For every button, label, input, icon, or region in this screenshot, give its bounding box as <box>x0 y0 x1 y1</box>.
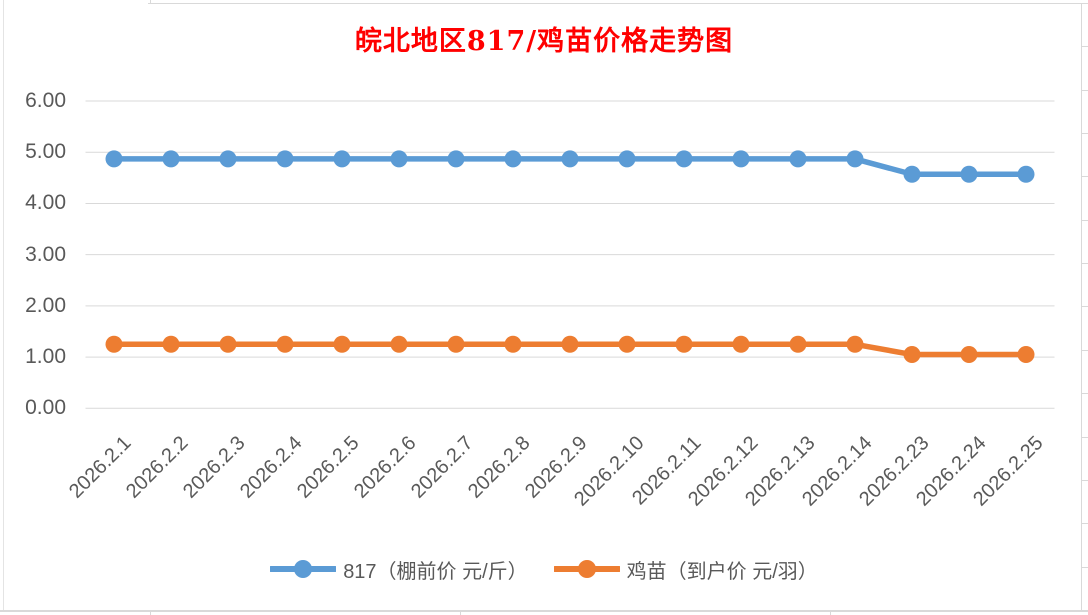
data-point-marker <box>618 150 636 168</box>
legend-entry-817[interactable]: 817（棚前价 元/斤） <box>270 555 528 584</box>
data-point-marker <box>960 165 978 183</box>
data-point-marker <box>732 335 750 353</box>
data-point-marker <box>846 335 864 353</box>
data-point-marker <box>219 335 237 353</box>
data-point-marker <box>276 335 294 353</box>
data-point-marker <box>960 346 978 364</box>
data-point-marker <box>675 150 693 168</box>
data-point-marker <box>675 335 693 353</box>
data-point-marker <box>447 150 465 168</box>
data-point-marker <box>390 335 408 353</box>
data-point-marker <box>333 150 351 168</box>
data-point-marker <box>846 150 864 168</box>
data-point-marker <box>1017 165 1035 183</box>
data-point-marker <box>162 150 180 168</box>
legend: 817（棚前价 元/斤） 鸡苗（到户价 元/羽） <box>0 549 1088 589</box>
data-point-marker <box>561 335 579 353</box>
y-axis-label: 2.00 <box>25 293 66 317</box>
line-marker-icon <box>270 560 337 578</box>
data-point-marker <box>903 346 921 364</box>
data-point-marker <box>618 335 636 353</box>
data-point-marker <box>732 150 750 168</box>
y-axis-label: 4.00 <box>25 191 66 215</box>
legend-label-jimiao: 鸡苗（到户价 元/羽） <box>626 560 818 583</box>
chart-title: 皖北地区817/鸡苗价格走势图 <box>354 26 734 57</box>
line-marker-icon <box>553 560 620 578</box>
data-point-marker <box>1017 346 1035 364</box>
data-point-marker <box>789 335 807 353</box>
data-point-marker <box>789 150 807 168</box>
data-point-marker <box>105 150 123 168</box>
legend-label-817: 817（棚前价 元/斤） <box>343 560 528 583</box>
data-point-marker <box>219 150 237 168</box>
y-axis-label: 5.00 <box>25 140 66 164</box>
data-point-marker <box>447 335 465 353</box>
data-point-marker <box>333 335 351 353</box>
legend-entry-jimiao[interactable]: 鸡苗（到户价 元/羽） <box>553 555 818 584</box>
data-point-marker <box>390 150 408 168</box>
data-point-marker <box>105 335 123 353</box>
data-point-marker <box>903 165 921 183</box>
data-point-marker <box>162 335 180 353</box>
data-point-marker <box>504 335 522 353</box>
y-axis-label: 1.00 <box>25 345 66 369</box>
y-axis-label: 6.00 <box>25 89 66 113</box>
y-axis-label: 3.00 <box>25 242 66 266</box>
y-axis-label: 0.00 <box>25 396 66 420</box>
data-point-marker <box>276 150 294 168</box>
data-point-marker <box>504 150 522 168</box>
data-point-marker <box>561 150 579 168</box>
